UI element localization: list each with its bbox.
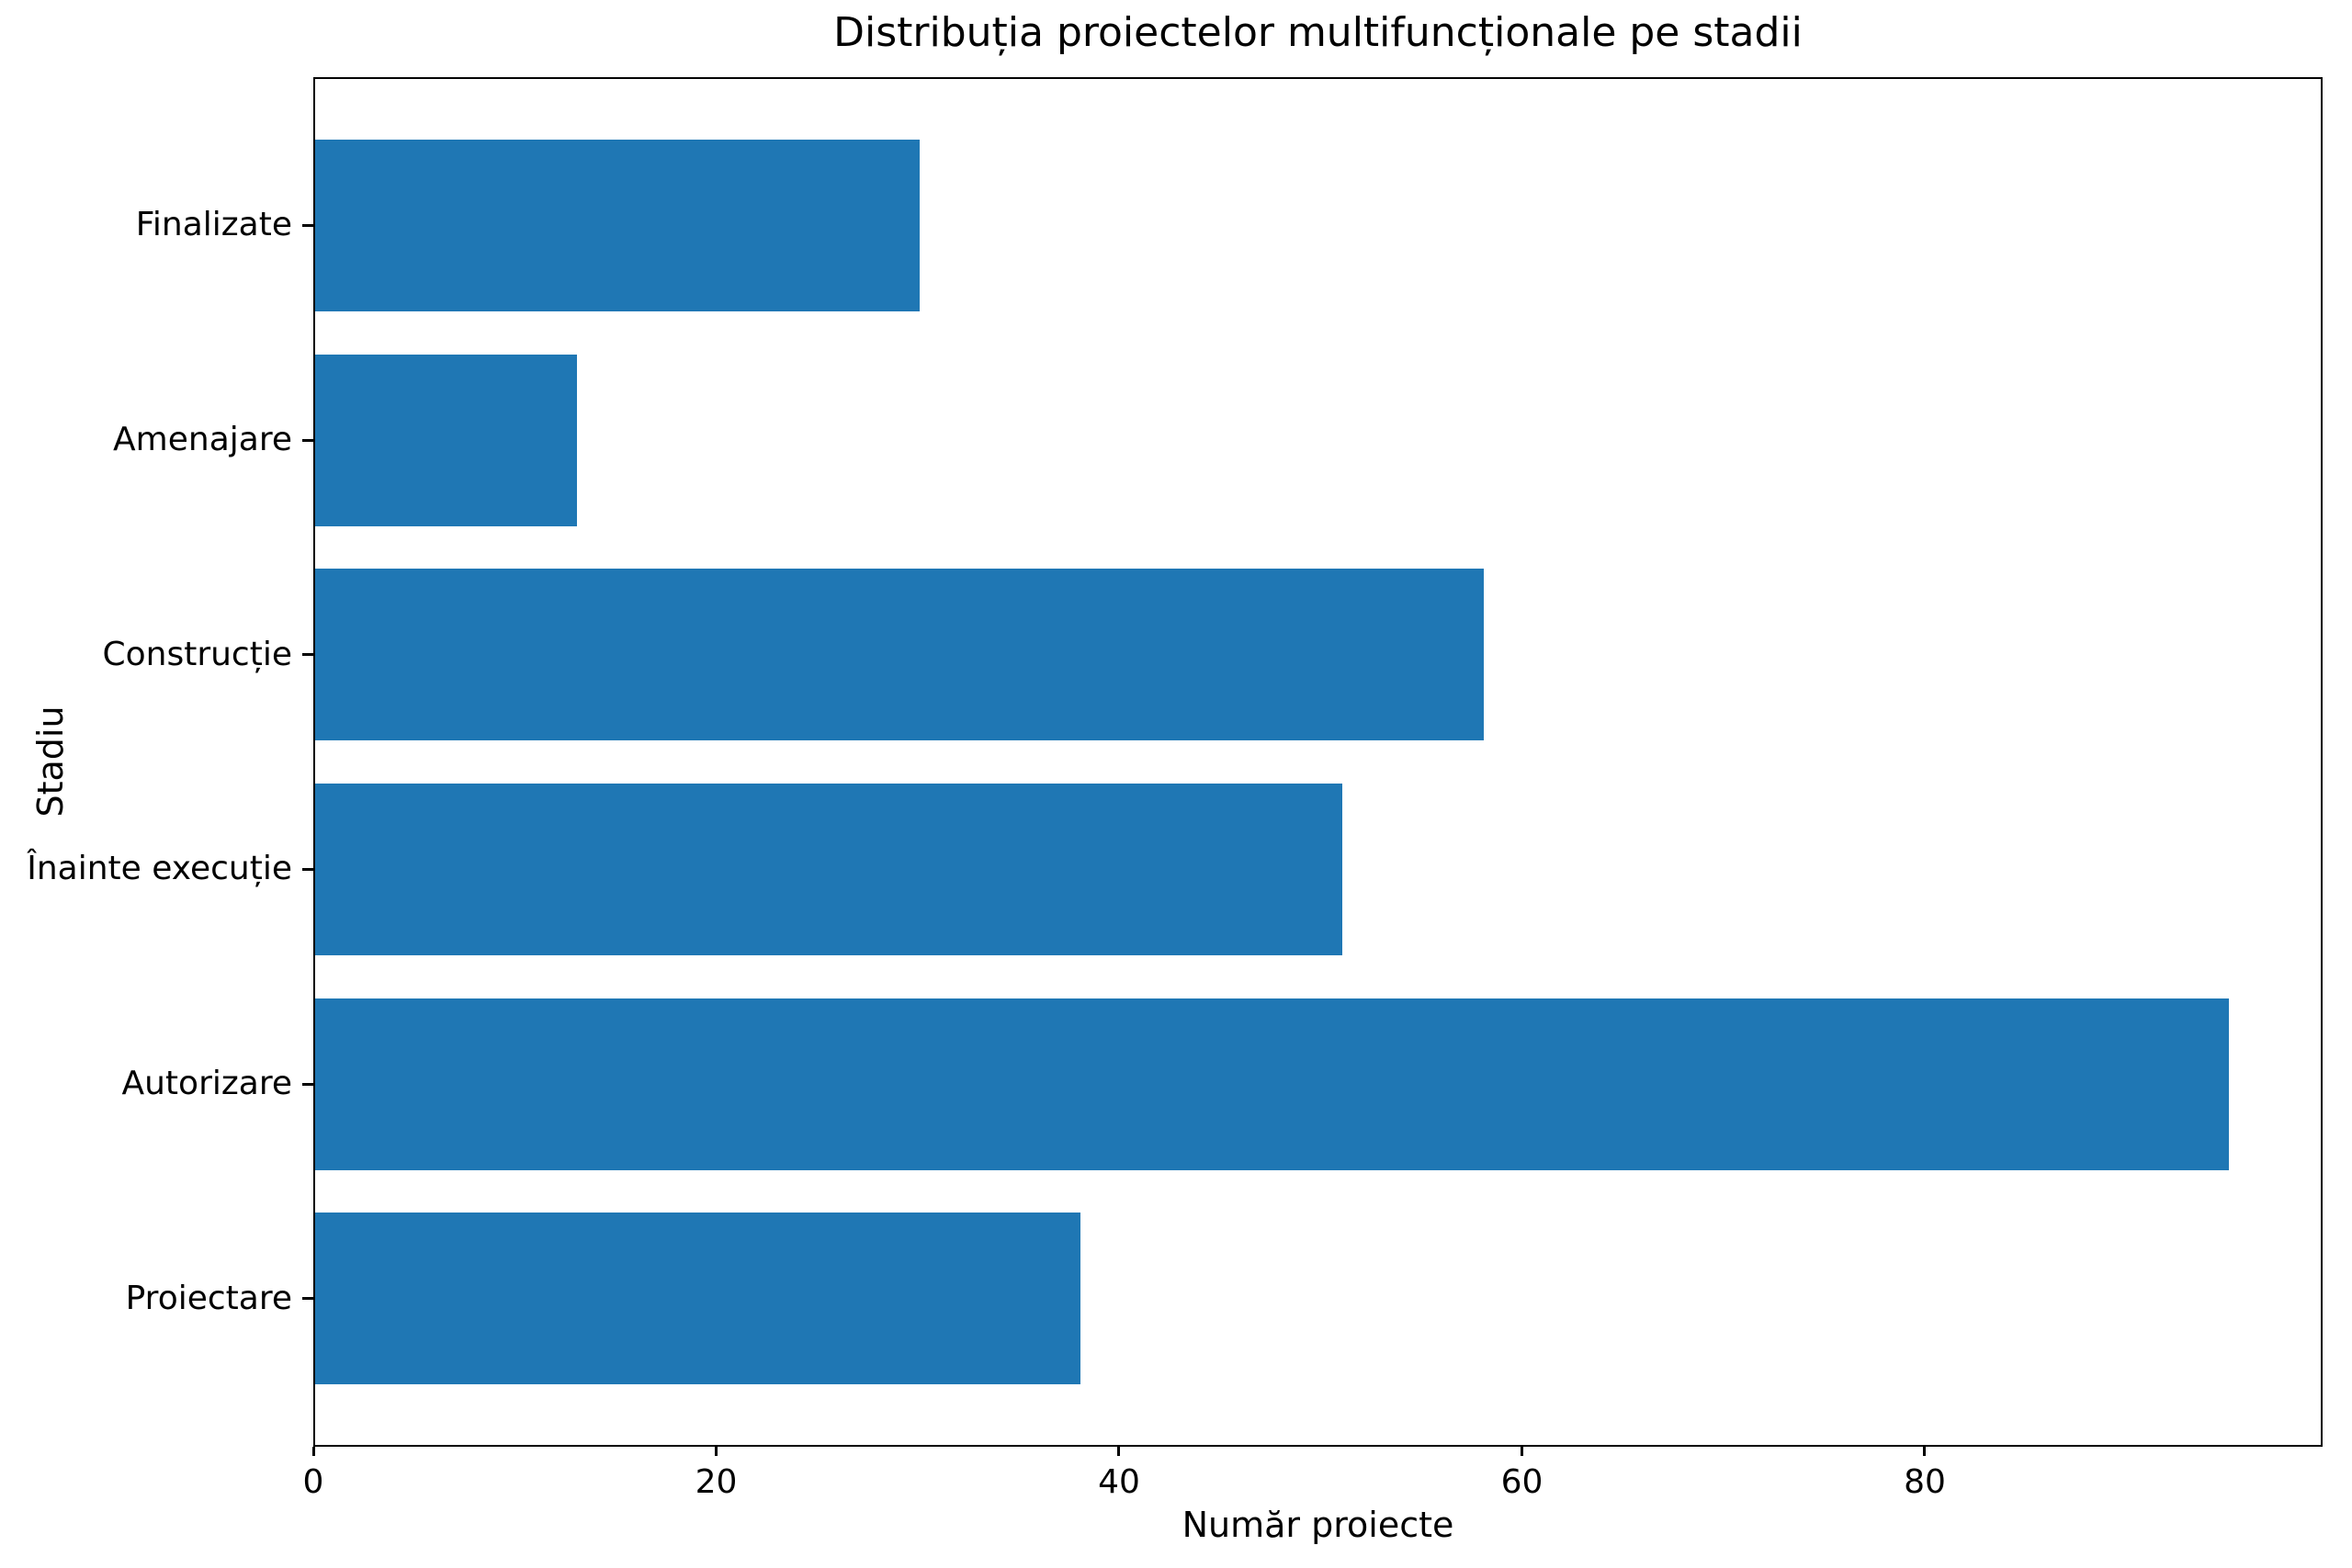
y-tick-label: Înainte execuție bbox=[27, 850, 292, 888]
y-tick-mark bbox=[302, 1082, 313, 1086]
bar-finalizate bbox=[315, 139, 920, 311]
x-tick-mark bbox=[714, 1447, 718, 1456]
y-axis-label: Stadiu bbox=[30, 705, 71, 818]
x-tick-mark bbox=[311, 1447, 315, 1456]
y-tick-mark bbox=[302, 867, 313, 871]
x-tick-label: 60 bbox=[1500, 1463, 1544, 1501]
bar-amenajare bbox=[315, 354, 578, 526]
chart-title: Distribuția proiectelor multifuncționale… bbox=[833, 9, 1803, 56]
x-tick-mark bbox=[1520, 1447, 1523, 1456]
bar-proiectare bbox=[315, 1213, 1081, 1385]
y-tick-label: Construcție bbox=[102, 635, 292, 673]
bar-construcție bbox=[315, 569, 1484, 741]
x-tick-label: 20 bbox=[695, 1463, 738, 1501]
y-tick-mark bbox=[302, 223, 313, 227]
x-tick-label: 40 bbox=[1098, 1463, 1140, 1501]
y-tick-mark bbox=[302, 653, 313, 657]
y-tick-label: Amenajare bbox=[113, 421, 292, 458]
y-tick-mark bbox=[302, 1297, 313, 1301]
y-tick-label: Finalizate bbox=[135, 206, 292, 244]
x-tick-mark bbox=[1923, 1447, 1927, 1456]
bar-autorizare bbox=[315, 998, 2229, 1170]
y-tick-label: Proiectare bbox=[125, 1279, 292, 1317]
x-tick-label: 80 bbox=[1904, 1463, 1946, 1501]
x-tick-mark bbox=[1117, 1447, 1121, 1456]
plot-area bbox=[313, 77, 2323, 1447]
x-tick-label: 0 bbox=[302, 1463, 324, 1501]
y-tick-label: Autorizare bbox=[121, 1065, 292, 1103]
y-tick-mark bbox=[302, 438, 313, 442]
bar-înainte-execuție bbox=[315, 783, 1343, 955]
x-axis-label: Număr proiecte bbox=[1182, 1505, 1454, 1545]
